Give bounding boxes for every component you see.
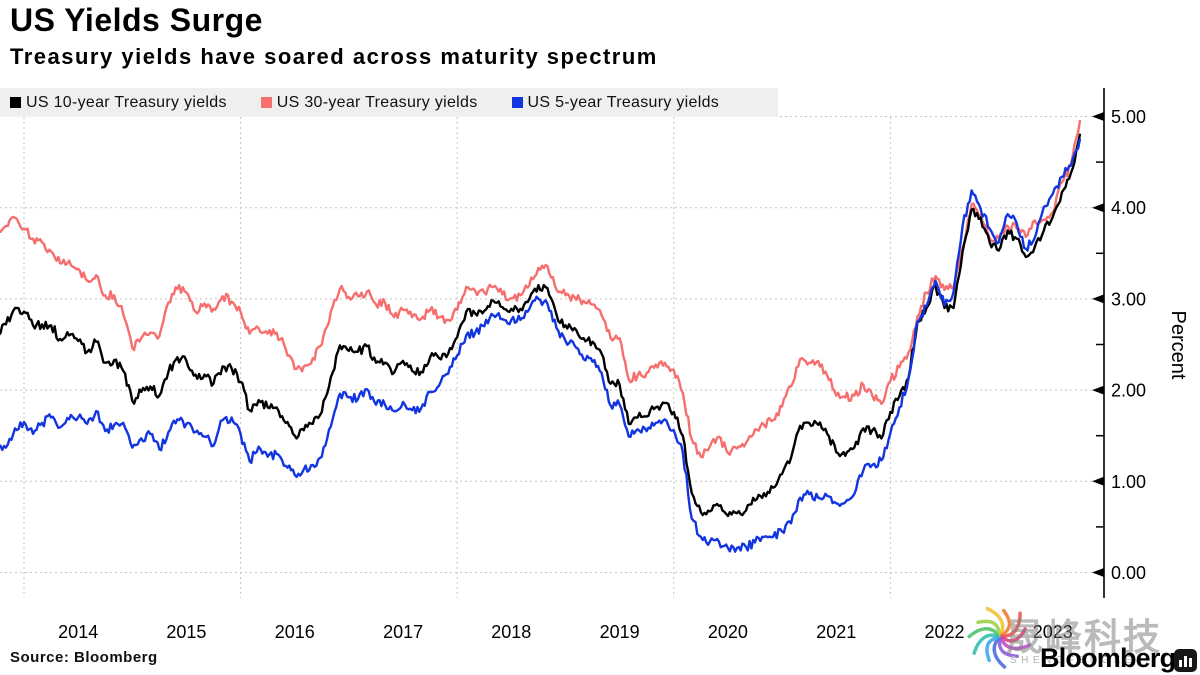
y-axis-tick-label: 5.00 [1111, 107, 1146, 127]
legend-item-label: US 10-year Treasury yields [26, 93, 227, 111]
y-axis-tick-label: 2.00 [1111, 381, 1146, 401]
swirl-petal [976, 619, 1002, 637]
source-note: Source: Bloomberg [10, 649, 158, 666]
x-axis-year-label: 2015 [166, 622, 206, 642]
swirl-petal-stroke [967, 627, 1001, 639]
legend-item-label: US 5-year Treasury yields [527, 93, 720, 111]
bloomberg-wordmark: Bloomberg [1040, 643, 1176, 673]
y-axis-tick-arrow-icon [1092, 385, 1104, 395]
swirl-petal-stroke [997, 636, 1019, 658]
series-line-2 [0, 138, 1082, 553]
y-axis-tick-label: 3.00 [1111, 289, 1146, 309]
x-axis-year-label: 2018 [491, 622, 531, 642]
page-title: US Yields Surge [10, 2, 263, 38]
series-line-1 [0, 119, 1082, 459]
legend-item-label: US 30-year Treasury yields [276, 93, 478, 111]
legend-swatch-icon [10, 97, 21, 108]
y-axis-tick-arrow-icon [1092, 203, 1104, 213]
x-axis-year-label: 2023 [1033, 622, 1073, 642]
swirl-petal-stroke [1000, 608, 1012, 637]
page-subtitle: Treasury yields have soared across matur… [10, 44, 658, 69]
x-axis-year-label: 2022 [924, 622, 964, 642]
y-axis-tick-label: 4.00 [1111, 198, 1146, 218]
swirl-petal [1000, 611, 1022, 639]
x-axis-year-label: 2017 [383, 622, 423, 642]
swirl-petal-stroke [976, 619, 1002, 637]
swirl-petal-stroke [1000, 611, 1022, 639]
x-axis-year-label: 2016 [275, 622, 315, 642]
legend-swatch-icon [260, 97, 272, 108]
swirl-petal [967, 627, 1001, 639]
swirl-petal-stroke [972, 633, 1000, 656]
x-axis-year-label: 2014 [58, 622, 98, 642]
swirl-petal-stroke [999, 636, 1032, 651]
swirl-petal-stroke [985, 635, 1000, 663]
watermark-chinese-text: 晟峰科技 [1006, 617, 1162, 658]
legend-swatch-icon [511, 97, 523, 108]
swirl-petal [992, 636, 1007, 669]
legend-item-2: US 5-year Treasury yields [511, 93, 720, 112]
swirl-petal-stroke [992, 636, 1007, 669]
y-axis-tick-arrow-icon [1092, 112, 1104, 121]
swirl-petal [1000, 608, 1012, 637]
swirl-petal [997, 636, 1019, 658]
swirl-petal [985, 635, 1000, 663]
series-line-0 [0, 133, 1082, 518]
y-axis-tick-arrow-icon [1092, 476, 1104, 486]
y-axis-tick-arrow-icon [1092, 294, 1104, 304]
chart-legend: US 10-year Treasury yields US 30-year Tre… [0, 88, 778, 117]
watermark-latin-text: SHENGFENGKEJI [1010, 655, 1153, 666]
swirl-petal [999, 636, 1032, 651]
swirl-petal-stroke [985, 606, 1005, 637]
watermark-swirl-logo-icon [967, 606, 1032, 669]
x-axis-year-label: 2021 [816, 622, 856, 642]
legend-item-1: US 30-year Treasury yields [260, 93, 478, 112]
y-axis-tick-label: 0.00 [1111, 563, 1146, 583]
x-axis-year-label: 2019 [600, 622, 640, 642]
swirl-petal [985, 606, 1005, 637]
bloomberg-barchart-icon [1174, 649, 1197, 672]
y-axis-tick-arrow-icon [1092, 568, 1104, 577]
x-axis-year-label: 2020 [708, 622, 748, 642]
swirl-petal [1000, 627, 1027, 643]
swirl-petal [972, 633, 1000, 656]
legend-item-0: US 10-year Treasury yields [10, 94, 227, 112]
y-axis-tick-label: 1.00 [1111, 472, 1146, 492]
y-axis-title: Percent [1167, 311, 1189, 380]
swirl-petal-stroke [1000, 627, 1027, 643]
